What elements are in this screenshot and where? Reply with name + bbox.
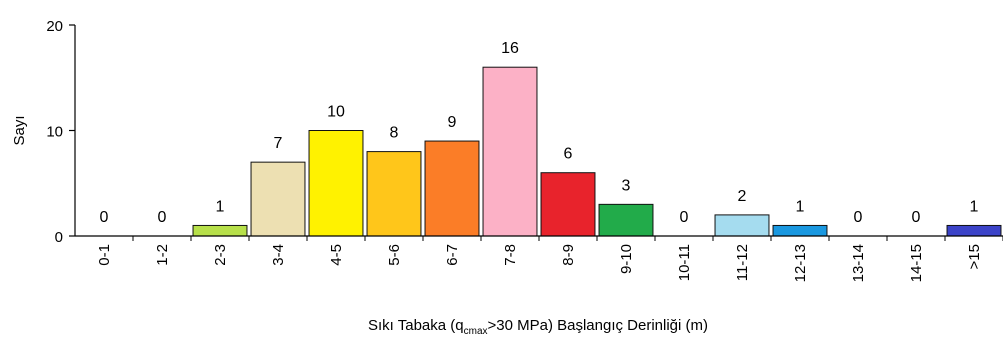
y-axis-title: Sayı xyxy=(11,115,28,145)
bar xyxy=(250,161,306,237)
bar-value-label: 2 xyxy=(738,188,747,205)
x-tick-label: 14-15 xyxy=(908,244,925,282)
y-tick-label: 20 xyxy=(46,18,63,35)
bar-value-label: 1 xyxy=(970,198,979,215)
bar-value-label: 9 xyxy=(448,114,457,131)
y-ticks-group: 0 10 20 xyxy=(46,18,75,246)
bar-value-label: 1 xyxy=(796,198,805,215)
bar-value-label: 7 xyxy=(274,135,283,152)
x-tick-label: 13-14 xyxy=(850,244,867,282)
bar xyxy=(424,140,480,237)
x-tick-label: 1-2 xyxy=(154,244,171,266)
bar xyxy=(192,224,248,237)
x-tick-label: 4-5 xyxy=(328,244,345,266)
bar-value-label: 6 xyxy=(564,146,573,163)
bar-value-label: 0 xyxy=(854,209,863,226)
bar xyxy=(308,130,364,237)
bar-value-label: 0 xyxy=(680,209,689,226)
y-tick-label: 0 xyxy=(55,229,63,246)
x-axis-title-main: Sıkı Tabaka (q xyxy=(368,317,464,334)
bar xyxy=(946,224,1002,237)
bar xyxy=(540,172,596,237)
y-tick-label: 10 xyxy=(46,124,63,141)
bar xyxy=(482,66,538,237)
bar-value-label: 8 xyxy=(390,125,399,142)
bar xyxy=(772,224,828,237)
x-tick-label: >15 xyxy=(966,244,983,269)
bar-value-label: 3 xyxy=(622,177,631,194)
x-tick-label: 8-9 xyxy=(560,244,577,266)
x-tick-label: 11-12 xyxy=(734,244,751,281)
bar-value-label: 0 xyxy=(912,209,921,226)
bar xyxy=(714,214,770,237)
bar xyxy=(598,203,654,237)
bar-value-label: 1 xyxy=(216,198,225,215)
x-axis-title: Sıkı Tabaka (qcmax>30 MPa) Başlangıç Der… xyxy=(368,317,708,337)
x-ticks-group: 0-1 1-2 2-3 3-4 4-5 5-6 6-7 7-8 8-9 9-10 10-11 11-1… xyxy=(96,236,1003,282)
bar-value-label: 0 xyxy=(100,209,109,226)
x-tick-label: 9-10 xyxy=(618,244,635,274)
x-axis-title-rest: >30 MPa) Başlangıç Derinliği (m) xyxy=(488,317,709,334)
bar-value-label: 0 xyxy=(158,209,167,226)
x-tick-label: 5-6 xyxy=(386,244,403,266)
bar-value-label: 16 xyxy=(501,40,519,57)
x-tick-label: 6-7 xyxy=(444,244,461,266)
bar-value-label: 10 xyxy=(327,104,345,121)
x-tick-label: 12-13 xyxy=(792,244,809,282)
x-axis-title-subscript: cmax xyxy=(464,326,488,337)
x-tick-label: 3-4 xyxy=(270,244,287,266)
x-tick-label: 10-11 xyxy=(676,244,693,281)
bar xyxy=(366,151,422,237)
x-tick-label: 0-1 xyxy=(96,244,113,266)
x-tick-label: 7-8 xyxy=(502,244,519,266)
x-tick-label: 2-3 xyxy=(212,244,229,266)
bars-group xyxy=(192,66,1002,237)
